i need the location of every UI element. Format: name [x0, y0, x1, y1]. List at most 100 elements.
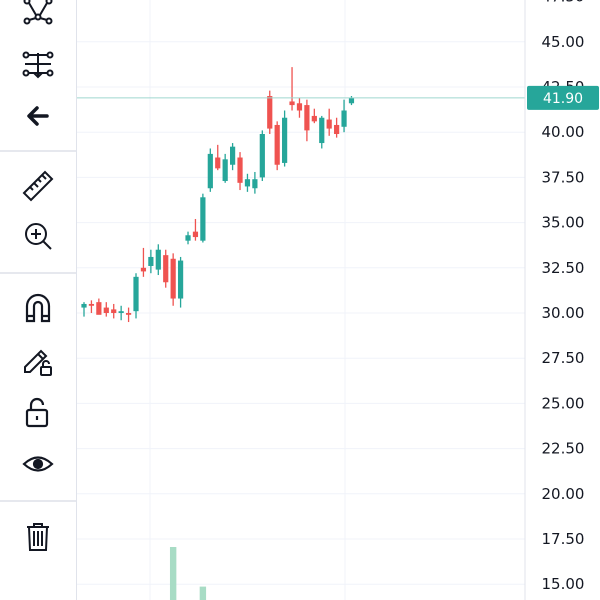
price-axis-label: 47.50: [542, 0, 585, 6]
candle: [118, 305, 124, 321]
hide-toolbar-button[interactable]: [14, 96, 62, 136]
candle: [311, 108, 317, 124]
candle-body: [319, 117, 325, 144]
candle-body: [222, 159, 228, 182]
candle-body: [118, 311, 124, 313]
candle-body: [244, 179, 251, 187]
candle: [296, 97, 303, 118]
volume-bar: [199, 586, 207, 600]
candle-body: [140, 267, 147, 272]
candle-body: [125, 313, 132, 315]
candle: [222, 153, 228, 183]
candle: [140, 247, 147, 277]
lock-icon: [25, 397, 49, 428]
candle: [341, 99, 347, 133]
ruler-button[interactable]: [14, 166, 62, 206]
forecast-tool-button[interactable]: [14, 44, 62, 84]
candle-body: [304, 105, 310, 131]
toolbar-divider: [0, 150, 76, 152]
candle: [192, 218, 199, 241]
candle: [207, 148, 213, 192]
candle-body: [103, 307, 109, 313]
toolbar-divider: [0, 272, 76, 274]
candle-body: [230, 146, 236, 165]
pattern-tool-button[interactable]: [14, 0, 62, 32]
candle-body: [192, 231, 199, 238]
price-axis-label: 40.00: [542, 123, 585, 141]
candle: [259, 130, 265, 182]
candle-body: [252, 179, 258, 189]
candlestick-series: [81, 67, 355, 323]
candle-body: [81, 303, 87, 308]
price-axis-label: 25.00: [542, 394, 585, 412]
candle: [200, 193, 206, 243]
zoom-in-button[interactable]: [14, 216, 62, 256]
candle-body: [111, 309, 117, 313]
candle: [252, 171, 258, 194]
magnet-button[interactable]: [14, 288, 62, 328]
price-axis-label: 17.50: [542, 530, 585, 548]
drawing-lock-icon: [24, 349, 52, 376]
candle: [289, 67, 295, 111]
zoom-in-icon: [25, 223, 52, 250]
candle-body: [259, 134, 265, 178]
candle-body: [148, 256, 154, 266]
candle: [334, 117, 340, 138]
candle-body: [296, 103, 303, 111]
candle: [177, 256, 184, 308]
candle-body: [185, 235, 191, 241]
candle: [304, 99, 310, 142]
candle-body: [215, 157, 221, 169]
back-arrow-icon: [27, 106, 49, 126]
candle: [103, 302, 109, 317]
current-price-label: 41.90: [527, 85, 599, 110]
price-axis-label: 27.50: [542, 349, 585, 367]
lock-drawings-button[interactable]: [14, 340, 62, 380]
candle: [96, 298, 102, 315]
candle: [185, 231, 191, 245]
ruler-icon: [22, 170, 54, 202]
chart-canvas[interactable]: 47.5045.0042.5040.0037.5035.0032.5030.00…: [77, 0, 600, 600]
price-axis-label: 35.00: [542, 214, 585, 232]
candle-body: [334, 124, 340, 135]
price-chart[interactable]: 47.5045.0042.5040.0037.5035.0032.5030.00…: [77, 0, 600, 600]
lock-button[interactable]: [14, 392, 62, 432]
delete-drawings-button[interactable]: [14, 516, 62, 556]
candle: [133, 273, 139, 319]
price-axis-label: 22.50: [542, 440, 585, 458]
candle: [237, 152, 243, 191]
candle-body: [341, 110, 347, 127]
candle-body: [88, 303, 95, 306]
candle-body: [96, 302, 102, 315]
candle-body: [282, 117, 288, 163]
eye-icon: [22, 456, 54, 472]
candle: [274, 121, 280, 171]
candle-body: [348, 97, 355, 104]
visibility-button[interactable]: [14, 444, 62, 484]
candle-body: [274, 124, 280, 165]
price-axis-label: 32.50: [542, 259, 585, 277]
forecast-tool-icon: [22, 51, 54, 79]
price-axis-label: 15.00: [542, 575, 585, 593]
candle-body: [237, 157, 243, 183]
candle-body: [200, 197, 206, 241]
current-price-value: 41.90: [543, 91, 583, 107]
candle-body: [133, 276, 139, 312]
volume-bars: [169, 547, 207, 600]
price-axis-label: 20.00: [542, 485, 585, 503]
candle: [81, 302, 87, 317]
candle: [230, 143, 236, 171]
price-axis-label: 30.00: [542, 304, 585, 322]
candle: [267, 90, 273, 135]
candle: [88, 300, 95, 313]
pattern-tool-icon: [23, 0, 53, 25]
candle-body: [170, 258, 176, 299]
candle: [148, 249, 154, 274]
candle: [170, 253, 176, 306]
candle-body: [289, 101, 295, 106]
price-axis-label: 37.50: [542, 168, 585, 186]
drawing-toolbar: [0, 0, 77, 600]
chart-grid: [77, 0, 525, 600]
candle-body: [326, 119, 332, 129]
magnet-icon: [25, 293, 51, 323]
